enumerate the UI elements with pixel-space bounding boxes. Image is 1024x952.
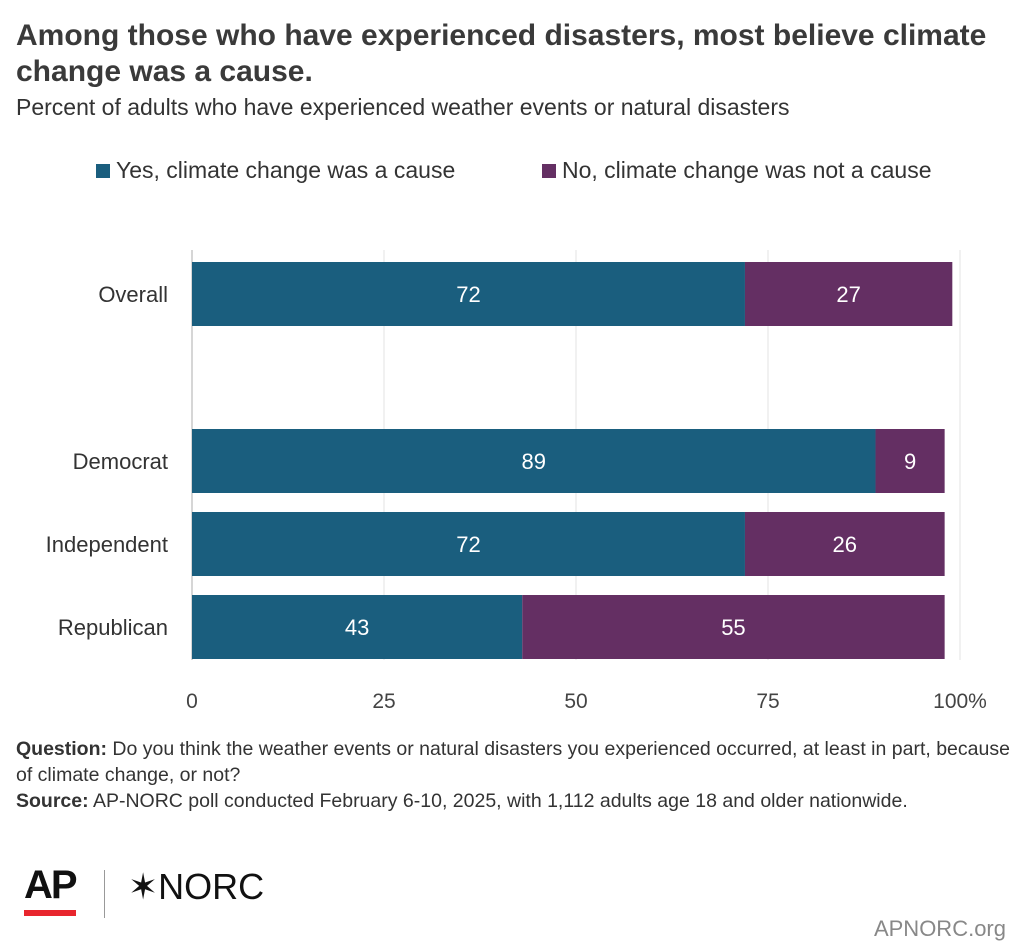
bar-republican-yes [192,595,523,659]
legend-swatch-yes [96,163,110,178]
chart-subtitle: Percent of adults who have experienced w… [16,94,790,120]
data-label-democrat-no: 9 [904,449,916,474]
notes: Question: Do you think the weather event… [16,736,1016,814]
question-label: Question: [16,738,107,760]
legend-item-no: No, climate change was not a cause [542,157,931,184]
legend: Yes, climate change was a cause No, clim… [0,157,1024,189]
x-tick-label-100: 100% [933,690,987,713]
norc-logo: ✶NORC [128,866,264,908]
norc-logo-text: NORC [158,866,265,907]
source-note: Source: AP-NORC poll conducted February … [16,788,1016,814]
x-tick-label-0: 0 [186,690,198,713]
bar-overall-no [744,262,953,326]
source-label: Source: [16,790,89,812]
norc-star-icon: ✶ [128,866,159,907]
category-label-democrat: Democrat [73,449,168,474]
chart-title: Among those who have experienced disaste… [16,19,987,88]
x-tick-label-25: 25 [372,690,395,713]
data-label-overall-no: 27 [836,282,860,307]
bar-democrat-yes [192,429,876,493]
source-text: AP-NORC poll conducted February 6-10, 20… [88,790,908,812]
logos: AP ✶NORC [24,864,324,924]
bar-independent-yes [192,512,745,576]
data-label-overall-yes: 72 [456,282,480,307]
legend-label-yes: Yes, climate change was a cause [116,157,456,183]
legend-item-yes: Yes, climate change was a cause [96,157,455,184]
legend-swatch-no [542,163,556,178]
bar-independent-no [744,512,945,576]
data-label-democrat-yes: 89 [522,449,546,474]
data-label-republican-no: 55 [721,615,745,640]
data-label-independent-yes: 72 [456,532,480,557]
category-label-republican: Republican [58,615,168,640]
legend-label-no: No, climate change was not a cause [562,157,932,183]
logo-divider [104,870,105,918]
data-label-independent-no: 26 [833,532,857,557]
category-label-independent: Independent [46,532,168,557]
stacked-bar-chart: 0 25 50 75 100% Overall 72 27 Democrat 89 9 Indepen… [46,250,987,713]
bar-republican-no [522,595,945,659]
x-tick-label-50: 50 [564,690,587,713]
x-tick-label-75: 75 [756,690,779,713]
ap-logo-bar [24,910,76,916]
data-label-republican-yes: 43 [345,615,369,640]
question-note: Question: Do you think the weather event… [16,736,1016,788]
bar-overall-yes [192,262,745,326]
ap-logo: AP [24,863,78,907]
question-text: Do you think the weather events or natur… [16,738,1010,786]
category-label-overall: Overall [98,282,168,307]
bar-democrat-no [875,429,945,493]
footer-url: APNORC.org [873,916,1006,941]
